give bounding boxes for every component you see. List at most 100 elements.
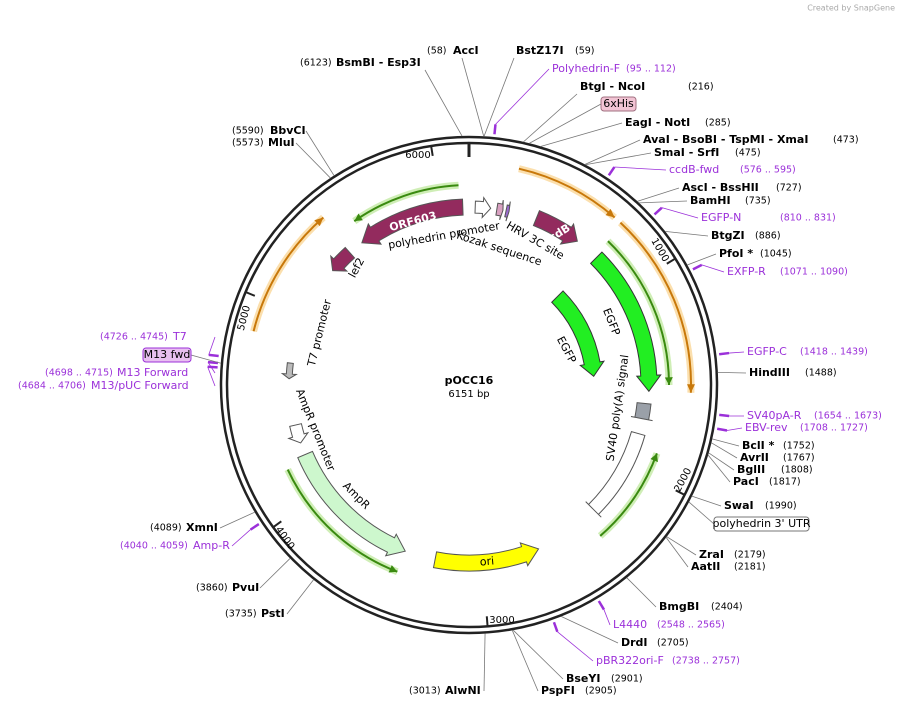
plasmid-length: 6151 bp xyxy=(448,389,489,400)
enzyme-position: (216) xyxy=(688,82,714,93)
enzyme-position: (58) xyxy=(427,46,447,57)
enzyme-name: PstI xyxy=(261,607,285,620)
primer-leader xyxy=(207,366,216,387)
enzyme-leader xyxy=(626,577,657,608)
green-arc-head xyxy=(354,213,363,222)
enzyme-name: ZraI xyxy=(699,548,724,561)
enzyme-name: PfoI * xyxy=(719,247,753,260)
scale-label: 4000 xyxy=(273,525,297,552)
green-arc xyxy=(599,453,658,537)
enzyme-position: (4089) xyxy=(150,523,182,534)
enzyme-name: EagI - NotI xyxy=(625,116,690,129)
primer-name: EBV-rev xyxy=(745,421,788,434)
enzyme-leader xyxy=(711,442,738,459)
enzyme-leader xyxy=(512,629,564,680)
primer-name: ccdB-fwd xyxy=(669,163,719,176)
primer-mark xyxy=(208,353,219,358)
enzyme-name: BstZ17I xyxy=(516,44,564,57)
enzyme-name: AccI xyxy=(453,44,479,57)
enzyme-leader xyxy=(286,579,314,615)
enzyme-position: (2705) xyxy=(657,638,689,649)
scale-label: 6000 xyxy=(405,150,430,161)
label-box xyxy=(142,347,192,363)
enzyme-leader xyxy=(424,69,463,137)
enzyme-name: AatII xyxy=(691,560,720,573)
primer-name: T7 xyxy=(172,330,187,343)
green-arc-head xyxy=(664,377,673,385)
primer-position: (1071 .. 1090) xyxy=(780,267,848,278)
orange-arc xyxy=(619,221,692,393)
orf603-arrow xyxy=(361,198,464,245)
enzyme-position: (886) xyxy=(755,231,781,242)
t7-promoter xyxy=(280,362,298,380)
label-box xyxy=(713,516,810,532)
enzyme-name: PvuI xyxy=(232,581,259,594)
primer-position: (2738 .. 2757) xyxy=(672,656,740,667)
scale-label: 3000 xyxy=(489,615,514,626)
enzyme-leader xyxy=(711,438,740,447)
primer-name: EXFP-R xyxy=(727,265,766,278)
enzyme-position: (2404) xyxy=(711,602,743,613)
enzyme-leader xyxy=(708,452,735,471)
enzyme-leader xyxy=(560,615,619,644)
enzyme-leader xyxy=(638,200,688,204)
enzyme-name: BtgI - NcoI xyxy=(580,80,645,93)
enzyme-name: AvaI - BsoBI - TspMI - XmaI xyxy=(643,133,808,146)
enzyme-position: (1752) xyxy=(783,441,815,452)
primer-mark xyxy=(552,621,559,633)
primer-mark xyxy=(607,166,616,177)
primer-mark xyxy=(249,523,260,531)
enzyme-leader xyxy=(585,152,652,166)
feature-label: EGFP xyxy=(554,334,579,366)
plasmid-name: pOCC16 xyxy=(445,374,494,387)
ori-arrow xyxy=(432,542,540,572)
enzyme-position: (3860) xyxy=(196,583,228,594)
enzyme-name: HindIII xyxy=(749,366,790,379)
primer-position: (4040 .. 4059) xyxy=(120,541,188,552)
enzyme-position: (59) xyxy=(575,46,595,57)
primer-position: (810 .. 831) xyxy=(780,213,836,224)
enzyme-position: (735) xyxy=(745,196,771,207)
enzyme-position: (3735) xyxy=(225,609,257,620)
primer-mark xyxy=(716,427,728,432)
primer-name: SV40pA-R xyxy=(747,409,802,422)
primer-leader xyxy=(614,166,667,171)
primer-leader xyxy=(231,529,251,547)
enzyme-leader xyxy=(691,495,722,507)
enzyme-position: (5590) xyxy=(232,126,264,137)
enzyme-position: (1488) xyxy=(805,368,837,379)
orange-arc xyxy=(518,167,616,219)
enzyme-position: (2901) xyxy=(611,674,643,685)
scale-tick xyxy=(666,257,676,265)
enzyme-leader xyxy=(259,557,291,589)
primer-name: EGFP-C xyxy=(747,345,787,358)
sv40-polya xyxy=(585,430,646,518)
enzyme-position: (5573) xyxy=(232,138,264,149)
primer-position: (1418 .. 1439) xyxy=(800,347,868,358)
enzyme-leader xyxy=(664,230,709,237)
enzyme-leader xyxy=(295,142,331,179)
enzyme-leader xyxy=(461,57,485,137)
enzyme-leader xyxy=(687,253,717,266)
box-leader xyxy=(688,501,715,525)
primer-position: (95 .. 112) xyxy=(626,64,676,75)
primer-leader xyxy=(726,427,743,431)
enzyme-leader xyxy=(305,130,335,176)
enzyme-name: MluI xyxy=(268,136,295,149)
enzyme-position: (6123) xyxy=(300,58,332,69)
primer-position: (4684 .. 4706) xyxy=(18,381,86,392)
boxed-label: M13 fwd xyxy=(144,348,191,361)
enzyme-name: BbvCI xyxy=(270,124,306,137)
green-arc-head xyxy=(650,453,658,463)
enzyme-position: (473) xyxy=(833,135,859,146)
scale-tick xyxy=(430,145,434,157)
enzyme-position: (1045) xyxy=(760,249,792,260)
boxed-label: 6xHis xyxy=(603,97,634,110)
primer-leader xyxy=(557,631,594,662)
primer-mark xyxy=(653,206,663,216)
enzyme-leader xyxy=(540,122,623,147)
primer-leader xyxy=(729,351,745,354)
primer-name: M13 Forward xyxy=(117,366,188,379)
green-arc xyxy=(353,184,459,222)
